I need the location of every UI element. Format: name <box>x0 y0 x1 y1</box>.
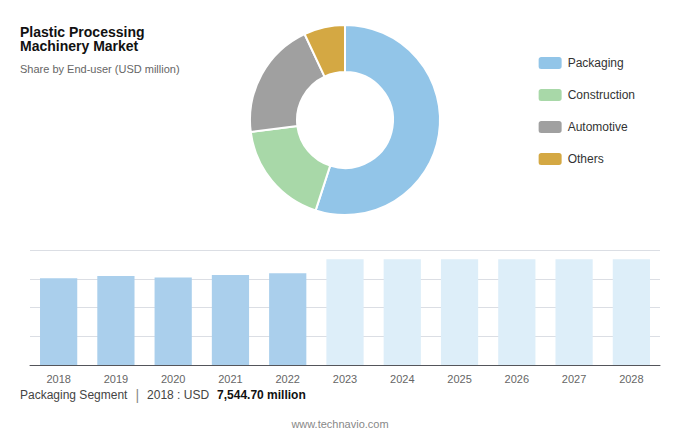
svg-text:Plastic Processing: Plastic Processing <box>20 24 149 40</box>
svg-text:2021: 2021 <box>218 373 242 385</box>
svg-text:2024: 2024 <box>390 373 414 385</box>
svg-text:2019: 2019 <box>104 373 128 385</box>
svg-text:2022: 2022 <box>275 373 299 385</box>
svg-text:Packaging: Packaging <box>568 56 624 70</box>
svg-text:2023: 2023 <box>333 373 357 385</box>
svg-text:7,544.70 million: 7,544.70 million <box>217 388 306 402</box>
svg-text:2018: 2018 <box>46 373 70 385</box>
svg-text:2020: 2020 <box>161 373 185 385</box>
svg-text:Share by End-user (USD million: Share by End-user (USD million) <box>20 63 180 75</box>
svg-text:Construction: Construction <box>568 88 635 102</box>
svg-text:2028: 2028 <box>619 373 643 385</box>
svg-text:2026: 2026 <box>505 373 529 385</box>
svg-text:Others: Others <box>568 152 604 166</box>
svg-text:2025: 2025 <box>447 373 471 385</box>
svg-text:2018 : USD: 2018 : USD <box>147 388 209 402</box>
svg-text:www.technavio.com: www.technavio.com <box>290 418 388 430</box>
svg-text:2027: 2027 <box>562 373 586 385</box>
svg-text:Packaging Segment: Packaging Segment <box>20 388 128 402</box>
svg-text:Machinery Market: Machinery Market <box>20 38 139 54</box>
svg-text:Automotive: Automotive <box>568 120 628 134</box>
